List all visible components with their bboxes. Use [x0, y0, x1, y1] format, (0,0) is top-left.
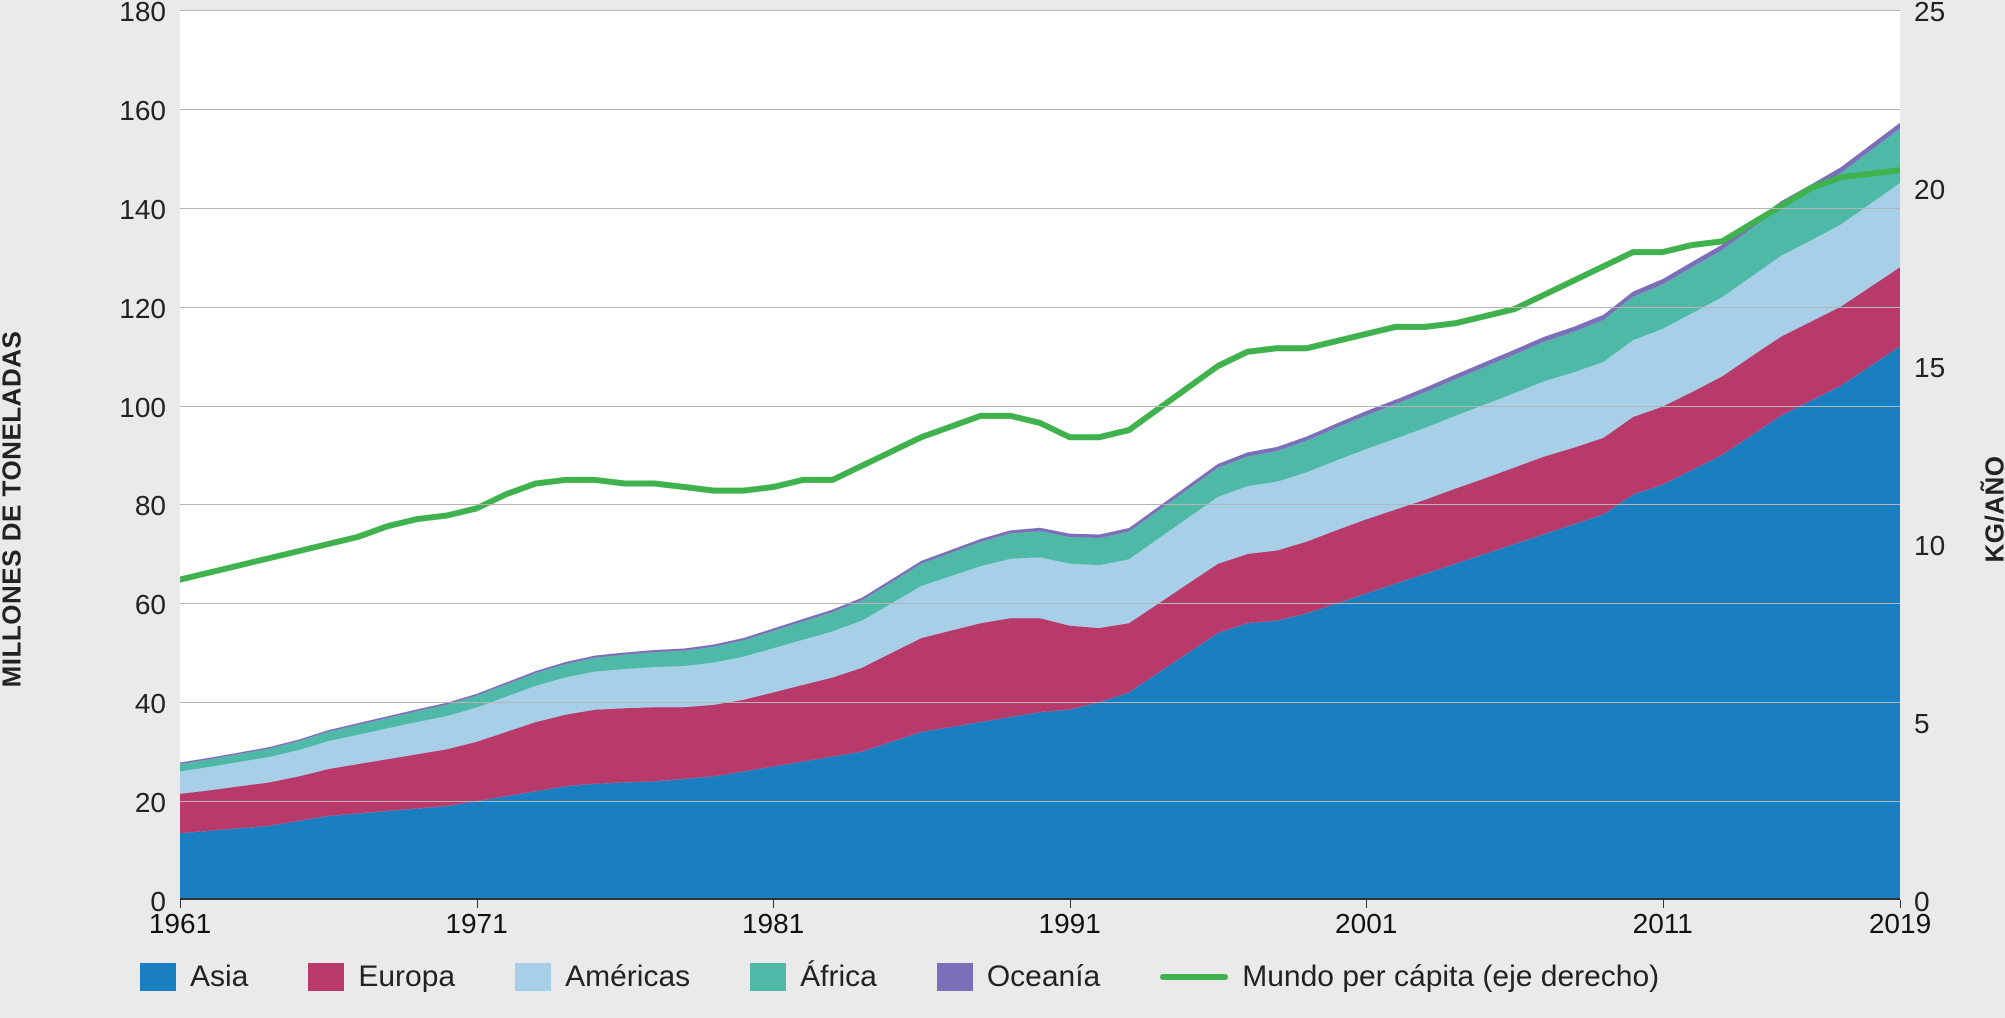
y-right-tick: 20	[1914, 174, 1945, 206]
legend-label: Europa	[358, 960, 455, 994]
x-tick-mark	[773, 900, 774, 908]
y-right-tick: 0	[1914, 886, 1930, 918]
legend-swatch	[750, 963, 786, 991]
stacked-area-chart: MILLONES DE TONELADAS KG/AÑO 19611971198…	[0, 0, 2005, 1018]
legend-item: Oceanía	[937, 960, 1100, 994]
gridline	[180, 504, 1900, 505]
x-axis-baseline	[180, 898, 1900, 900]
y-left-tick: 100	[119, 392, 166, 424]
gridline	[180, 406, 1900, 407]
legend-swatch	[937, 963, 973, 991]
gridline	[180, 109, 1900, 110]
y-left-axis-label: MILLONES DE TONELADAS	[0, 331, 28, 688]
legend-swatch	[515, 963, 551, 991]
gridline	[180, 10, 1900, 11]
x-tick-mark	[1900, 900, 1901, 908]
gridline	[180, 801, 1900, 802]
x-tick-label: 1971	[445, 908, 507, 940]
legend-item: Asia	[140, 960, 248, 994]
legend-label: Oceanía	[987, 960, 1100, 994]
legend-swatch	[308, 963, 344, 991]
y-left-tick: 180	[119, 0, 166, 28]
legend-label: Américas	[565, 960, 690, 994]
plot-area: 1961197119811991200120112019	[180, 10, 1900, 900]
gridline	[180, 208, 1900, 209]
x-tick-mark	[477, 900, 478, 908]
legend-item: Américas	[515, 960, 690, 994]
legend-label: Mundo per cápita (eje derecho)	[1242, 960, 1659, 994]
y-left-tick: 160	[119, 95, 166, 127]
x-tick-label: 1981	[742, 908, 804, 940]
y-left-tick: 40	[135, 688, 166, 720]
y-left-tick: 140	[119, 194, 166, 226]
y-left-tick: 120	[119, 293, 166, 325]
y-right-axis-label: KG/AÑO	[1980, 456, 2005, 563]
chart-svg	[180, 10, 1900, 900]
legend-label: Asia	[190, 960, 248, 994]
y-right-tick: 5	[1914, 708, 1930, 740]
gridline	[180, 603, 1900, 604]
y-left-tick: 0	[150, 886, 166, 918]
legend-swatch	[140, 963, 176, 991]
y-left-tick: 80	[135, 490, 166, 522]
y-right-tick: 10	[1914, 530, 1945, 562]
x-tick-mark	[180, 900, 181, 908]
x-tick-label: 2001	[1335, 908, 1397, 940]
y-left-tick: 60	[135, 589, 166, 621]
legend: Asia Europa Américas África Oceanía Mundo per…	[0, 960, 2005, 994]
y-right-tick: 25	[1914, 0, 1945, 28]
x-tick-mark	[1366, 900, 1367, 908]
legend-item: África	[750, 960, 877, 994]
x-tick-label: 1991	[1038, 908, 1100, 940]
legend-item: Europa	[308, 960, 455, 994]
x-tick-mark	[1663, 900, 1664, 908]
y-left-tick: 20	[135, 787, 166, 819]
x-tick-mark	[1070, 900, 1071, 908]
y-right-tick: 15	[1914, 352, 1945, 384]
gridline	[180, 702, 1900, 703]
legend-item: Mundo per cápita (eje derecho)	[1160, 960, 1659, 994]
gridline	[180, 307, 1900, 308]
legend-label: África	[800, 960, 877, 994]
legend-line-icon	[1160, 974, 1228, 980]
x-tick-label: 2011	[1633, 908, 1693, 940]
